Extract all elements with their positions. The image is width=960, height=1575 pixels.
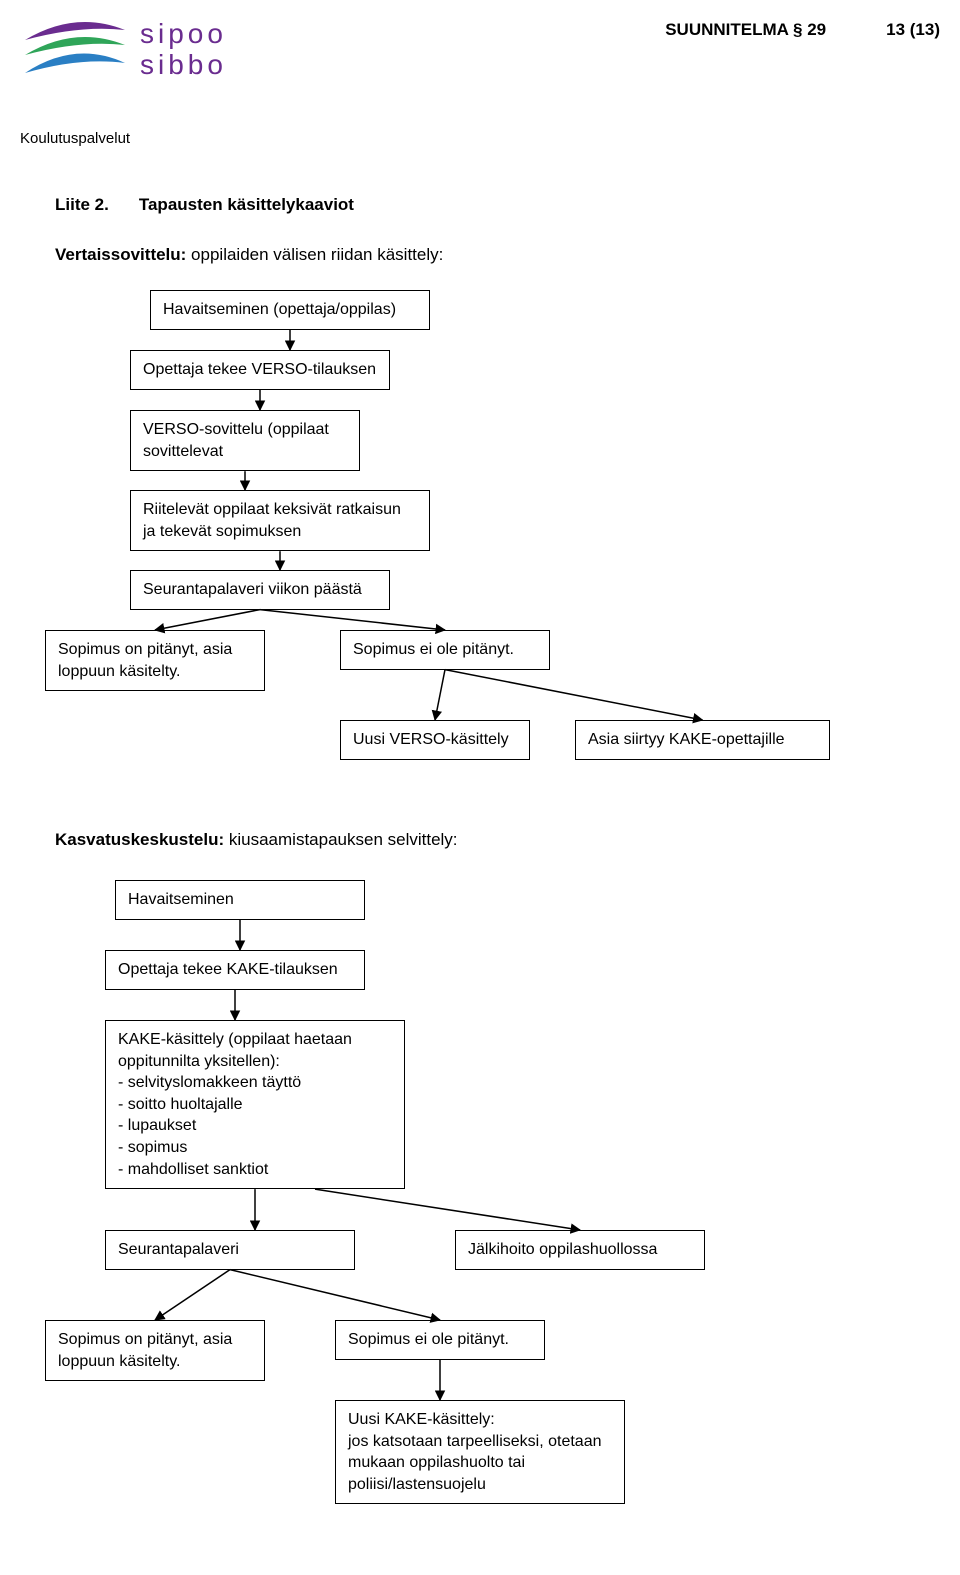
node-sopimus-ei-1: Sopimus ei ole pitänyt.: [340, 630, 550, 670]
node-sopimus-ei-2: Sopimus ei ole pitänyt.: [335, 1320, 545, 1360]
node-verso-tilaus: Opettaja tekee VERSO-tilauksen: [130, 350, 390, 390]
section1-label: Vertaissovittelu:: [55, 245, 186, 264]
header-page: 13 (13): [886, 20, 940, 40]
kake-list: selvityslomakkeen täyttösoitto huoltajal…: [118, 1072, 392, 1180]
node-havaitseminen-2: Havaitseminen: [115, 880, 365, 920]
header-title: SUUNNITELMA § 29: [665, 20, 826, 40]
subheader: Koulutuspalvelut: [20, 130, 130, 147]
logo-swoosh-icon: [20, 15, 130, 85]
node-seurantapalaveri-2: Seurantapalaveri: [105, 1230, 355, 1270]
liite-num: Liite 2.: [55, 195, 109, 215]
node-uusi-kake: Uusi KAKE-käsittely: jos katsotaan tarpe…: [335, 1400, 625, 1504]
node-kake-kasittely: KAKE-käsittely (oppilaat haetaan oppitun…: [105, 1020, 405, 1189]
node-seurantapalaveri-1: Seurantapalaveri viikon päästä: [130, 570, 390, 610]
header-right: SUUNNITELMA § 29 13 (13): [665, 15, 940, 40]
section1-desc: oppilaiden välisen riidan käsittely:: [186, 245, 443, 264]
node-sopimus-pitanyt-2: Sopimus on pitänyt, asia loppuun käsitel…: [45, 1320, 265, 1381]
logo-line1: sipoo: [140, 19, 227, 50]
section2-label: Kasvatuskeskustelu:: [55, 830, 224, 849]
page-header: sipoo sibbo SUUNNITELMA § 29 13 (13): [20, 15, 940, 85]
node-siirtyy-kake: Asia siirtyy KAKE-opettajille: [575, 720, 830, 760]
liite-title: Tapausten käsittelykaaviot: [139, 195, 354, 215]
node-verso-sovittelu: VERSO-sovittelu (oppilaat sovittelevat: [130, 410, 360, 471]
node-uusi-verso: Uusi VERSO-käsittely: [340, 720, 530, 760]
section1: Vertaissovittelu: oppilaiden välisen rii…: [55, 245, 443, 265]
section2: Kasvatuskeskustelu: kiusaamistapauksen s…: [55, 830, 458, 850]
logo-line2: sibbo: [140, 50, 227, 81]
liite-row: Liite 2. Tapausten käsittelykaaviot: [55, 195, 354, 215]
node-kake-tilaus: Opettaja tekee KAKE-tilauksen: [105, 950, 365, 990]
logo-text: sipoo sibbo: [140, 19, 227, 81]
node-havaitseminen-opettaja: Havaitseminen (opettaja/oppilas): [150, 290, 430, 330]
section2-desc: kiusaamistapauksen selvittely:: [224, 830, 457, 849]
node-sopimus-pitanyt-1: Sopimus on pitänyt, asia loppuun käsitel…: [45, 630, 265, 691]
node-ratkaisu: Riitelevät oppilaat keksivät ratkaisun j…: [130, 490, 430, 551]
logo: sipoo sibbo: [20, 15, 227, 85]
node-jalkihoito: Jälkihoito oppilashuollossa: [455, 1230, 705, 1270]
